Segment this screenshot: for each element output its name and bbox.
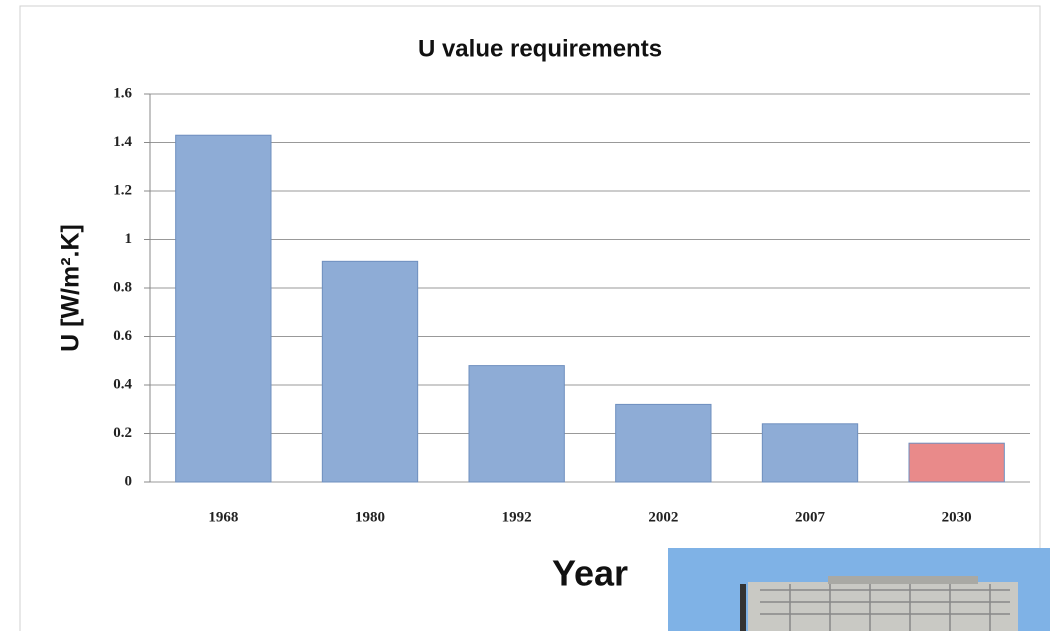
x-tick-label: 1992	[502, 509, 532, 525]
x-axis-label: Year	[552, 553, 628, 594]
chart-title: U value requirements	[418, 35, 662, 62]
chart: U value requirements U [W/m².K] Year 0 0.…	[0, 0, 1050, 631]
chart-frame	[20, 6, 1040, 631]
y-tick-label: 1.4	[113, 134, 132, 150]
y-tick-label: 1	[125, 231, 133, 247]
bar	[469, 366, 564, 482]
x-tick-label: 2002	[648, 509, 678, 525]
y-axis-label: U [W/m².K]	[57, 224, 85, 352]
photo	[668, 548, 1050, 631]
y-tick-label: 0.4	[113, 376, 132, 392]
y-tick-label: 0.8	[113, 279, 132, 295]
x-tick-label: 2007	[795, 509, 826, 525]
y-tick-label: 0.6	[113, 328, 132, 344]
page: {"chart_data": {"type": "bar", "title": …	[0, 0, 1050, 631]
y-tick-label: 1.6	[113, 85, 132, 101]
bar	[176, 135, 271, 482]
x-tick-label: 2030	[942, 509, 972, 525]
y-tick-label: 0.2	[113, 425, 132, 441]
y-tick-label: 0	[125, 473, 133, 489]
x-tick-label: 1968	[208, 509, 238, 525]
x-tick-label: 1980	[355, 509, 385, 525]
y-tick-label: 1.2	[113, 182, 132, 198]
bar	[762, 424, 857, 482]
bar	[909, 443, 1004, 482]
bar	[616, 404, 711, 482]
bar	[322, 261, 417, 482]
